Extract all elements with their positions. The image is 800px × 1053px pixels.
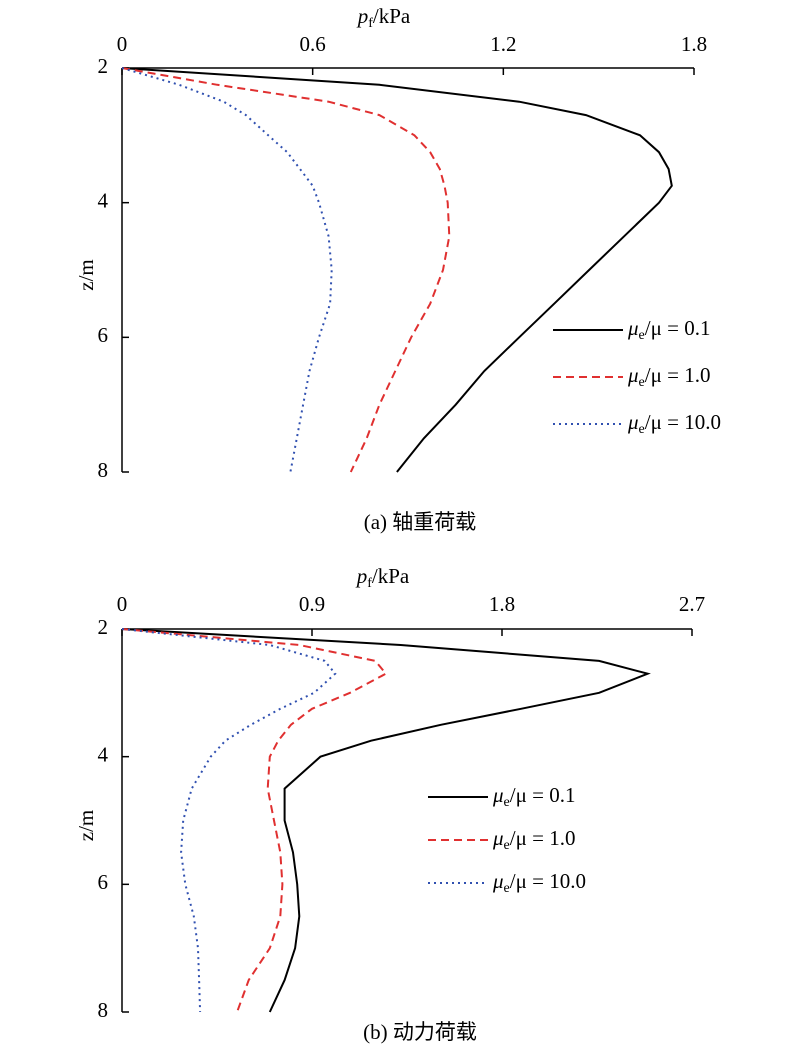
label-subscript: f bbox=[368, 16, 373, 31]
legend-symbol: μ bbox=[492, 869, 504, 893]
depth-axis-label: z/m bbox=[74, 810, 98, 842]
series-line bbox=[121, 67, 673, 473]
legend-rest: /μ = 1.0 bbox=[645, 363, 711, 387]
legend-symbol: μ bbox=[627, 363, 639, 387]
legend-subscript: e bbox=[504, 881, 510, 896]
x-tick-label: 1.2 bbox=[490, 32, 516, 56]
series-line bbox=[121, 67, 333, 473]
x-tick-label: 1.8 bbox=[681, 32, 707, 56]
legend-subscript: e bbox=[504, 838, 510, 853]
legend-symbol: μ bbox=[492, 783, 504, 807]
x-tick-label: 1.8 bbox=[489, 592, 515, 616]
value-axis-label: pf/kPa bbox=[356, 4, 411, 31]
x-tick-label: 0.9 bbox=[299, 592, 325, 616]
y-tick-label: 2 bbox=[98, 54, 109, 78]
caption: (a) 轴重荷载 bbox=[364, 510, 477, 534]
x-tick-label: 0.6 bbox=[300, 32, 326, 56]
legend-rest: /μ = 1.0 bbox=[510, 826, 576, 850]
legend-label: μe/μ = 0.1 bbox=[627, 316, 710, 343]
legend-label: μe/μ = 1.0 bbox=[627, 363, 710, 390]
y-tick-label: 8 bbox=[98, 458, 109, 482]
value-axis-label: pf/kPa bbox=[355, 564, 410, 591]
legend-subscript: e bbox=[639, 328, 645, 343]
legend-rest: /μ = 10.0 bbox=[645, 410, 721, 434]
x-tick-label: 2.7 bbox=[679, 592, 705, 616]
caption: (b) 动力荷载 bbox=[363, 1020, 477, 1044]
y-tick-label: 2 bbox=[98, 615, 109, 639]
label-symbol: p bbox=[356, 4, 369, 28]
depth-axis-label: z/m bbox=[74, 259, 98, 291]
y-tick-label: 6 bbox=[98, 870, 109, 894]
y-tick-label: 4 bbox=[98, 188, 109, 212]
series-line bbox=[121, 67, 451, 473]
legend-label: μe/μ = 0.1 bbox=[492, 783, 575, 810]
legend-label: μe/μ = 10.0 bbox=[492, 869, 586, 896]
x-tick-label: 0 bbox=[117, 592, 128, 616]
legend-label: μe/μ = 1.0 bbox=[492, 826, 575, 853]
legend-subscript: e bbox=[639, 422, 645, 437]
y-tick-label: 8 bbox=[98, 998, 109, 1022]
legend-symbol: μ bbox=[492, 826, 504, 850]
legend-subscript: e bbox=[504, 795, 510, 810]
y-tick-label: 6 bbox=[98, 323, 109, 347]
label-symbol: p bbox=[355, 564, 368, 588]
label-unit: /kPa bbox=[372, 564, 410, 588]
legend-subscript: e bbox=[639, 375, 645, 390]
legend-symbol: μ bbox=[627, 316, 639, 340]
label-subscript: f bbox=[367, 576, 372, 591]
legend-label: μe/μ = 10.0 bbox=[627, 410, 721, 437]
series-line bbox=[121, 628, 388, 1013]
legend-rest: /μ = 10.0 bbox=[510, 869, 586, 893]
legend-rest: /μ = 0.1 bbox=[510, 783, 576, 807]
series-line bbox=[121, 628, 651, 1013]
x-tick-label: 0 bbox=[117, 32, 128, 56]
legend-rest: /μ = 0.1 bbox=[645, 316, 711, 340]
series-line bbox=[121, 628, 337, 1013]
legend-symbol: μ bbox=[627, 410, 639, 434]
y-tick-label: 4 bbox=[98, 742, 109, 766]
label-unit: /kPa bbox=[373, 4, 411, 28]
